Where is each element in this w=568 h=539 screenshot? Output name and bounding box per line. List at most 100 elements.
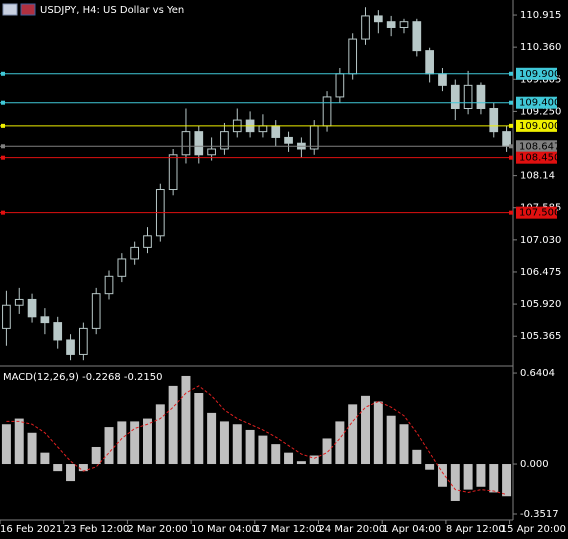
macd-bar [450,464,460,501]
macd-bar [412,449,422,465]
level-label: 107.500 [519,208,560,219]
candle-body [117,258,127,277]
candle-body [322,96,332,127]
candle-body [489,107,499,133]
candle-body [502,131,511,147]
level-label-box [516,119,557,132]
candle-body [386,21,396,28]
candle-body [104,275,114,295]
candle-body [399,21,409,28]
candle-body [361,15,370,40]
candle-body [27,298,37,318]
macd-bar [271,444,281,465]
candle-body [91,293,101,329]
level-handle [1,123,5,128]
level-label: 108.647 [519,141,560,152]
macd-bar [1,424,11,465]
candle-body [373,15,383,23]
y-tick-label: 110.360 [520,42,561,53]
level-handle [1,144,5,149]
level-label-box [516,140,557,153]
flag-icon [20,3,36,16]
macd-bar [437,464,447,487]
y-tick-label: 108.14 [520,171,555,182]
macd-bar [207,412,217,465]
level-handle [1,100,5,105]
macd-bar [463,464,473,490]
x-tick-label: 17 Mar 12:00 [255,524,322,535]
level-handle [509,210,513,215]
macd-bar [181,375,191,465]
candle-body [40,316,50,324]
y-tick-label: 107.030 [520,235,561,246]
macd-bar [130,421,140,465]
macd-bar [219,421,229,465]
candle-body [194,131,204,156]
candle-body [450,84,460,109]
level-handle [509,123,513,128]
macd-bar [117,421,127,465]
x-tick-label: 23 Feb 12:00 [64,524,130,535]
macd-bar [502,464,512,497]
x-tick-label: 2 Mar 20:00 [127,524,187,535]
candle-body [14,298,24,306]
candle-body [2,304,11,329]
candle-body [53,322,63,341]
level-label: 108.450 [519,153,560,164]
macd-bar [155,404,165,465]
y-tick-label: -0.3517 [520,509,559,520]
candle-body [412,21,422,52]
candle-body [258,125,268,133]
macd-title: MACD(12,26,9) -0.2268 -0.2150 [3,372,163,383]
x-tick-label: 15 Apr 20:00 [501,524,566,535]
level-label-box [516,67,557,80]
macd-bar [309,455,319,465]
level-handle [509,100,513,105]
chart-icon [2,3,18,16]
candle-body [130,246,140,260]
level-handle [509,155,513,160]
macd-bar [425,464,435,470]
y-tick-label: 0.6404 [520,368,555,379]
candle-body [438,73,447,86]
candle-body [168,154,178,191]
macd-bar [296,461,306,465]
y-tick-label: 106.475 [520,267,561,278]
macd-bar [142,418,152,465]
level-handle [1,71,5,76]
macd-bar [66,464,76,482]
candle-body [335,73,345,98]
level-handle [509,71,513,76]
candle-body [79,327,88,355]
macd-bar [14,418,24,465]
y-tick-label: 105.920 [520,299,561,310]
x-tick-label: 10 Mar 04:00 [191,524,258,535]
macd-bar [361,395,371,465]
x-tick-label: 24 Mar 20:00 [319,524,386,535]
level-label: 109.400 [519,98,560,109]
y-tick-label: 110.915 [520,10,561,21]
macd-bar [476,464,486,487]
level-handle [509,144,513,149]
macd-bar [373,401,383,465]
macd-bar [27,432,37,465]
level-label: 109.900 [519,69,560,80]
candle-body [220,131,229,150]
macd-bar [194,392,204,465]
level-label-box [516,206,557,219]
signal-line [6,385,507,496]
candle-body [181,131,191,156]
macd-bar [284,452,294,465]
candle-body [207,148,216,156]
macd-bar [245,429,255,465]
candle-body [271,125,281,138]
macd-bar [322,438,332,465]
candle-body [348,38,358,75]
level-label-box [516,151,557,164]
macd-bar [348,404,358,465]
macd-bar [232,424,242,465]
x-tick-label: 8 Apr 12:00 [446,524,505,535]
x-tick-label: 16 Feb 2021 [0,524,62,535]
